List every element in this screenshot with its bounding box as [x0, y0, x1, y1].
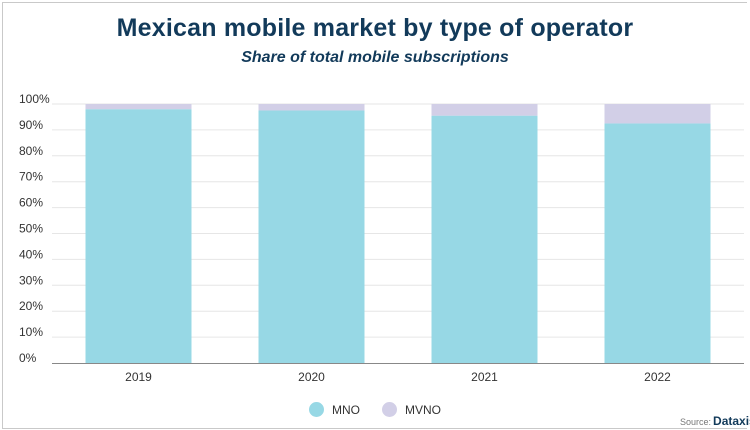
x-tick-label: 2022 — [644, 370, 671, 384]
chart-title: Mexican mobile market by type of operato… — [116, 14, 634, 42]
bar-mno-2019 — [85, 109, 192, 364]
y-tick-label: 80% — [19, 144, 43, 158]
y-tick-label: 70% — [19, 170, 43, 184]
y-tick-label: 90% — [19, 118, 43, 132]
bar-mvno-2022 — [604, 104, 711, 124]
legend-label-mvno: MVNO — [405, 402, 441, 417]
source-brand: Dataxis — [713, 414, 750, 428]
chart-subtitle: Share of total mobile subscriptions — [241, 49, 509, 66]
y-tick-label: 0% — [19, 351, 37, 365]
x-tick-label: 2019 — [125, 370, 152, 384]
bar-chart: 0% 10% 20% 30% 40% 50% 60% 70% 80% 90% 100% 2019 202… — [19, 92, 744, 384]
bar-mvno-2019 — [85, 104, 192, 110]
y-tick-label: 60% — [19, 196, 43, 210]
bar-mvno-2020 — [258, 104, 365, 111]
y-tick-label: 100% — [19, 92, 50, 106]
chart-legend: MNO MVNO — [0, 402, 750, 417]
legend-swatch-mno — [309, 402, 324, 417]
y-tick-label: 10% — [19, 325, 43, 339]
legend-item-mno[interactable]: MNO — [309, 402, 360, 417]
legend-item-mvno[interactable]: MVNO — [382, 402, 441, 417]
y-tick-label: 50% — [19, 222, 43, 236]
source-label: Source: — [680, 417, 712, 427]
legend-swatch-mvno — [382, 402, 397, 417]
legend-label-mno: MNO — [332, 402, 360, 417]
bar-mvno-2021 — [431, 104, 538, 116]
bar-mno-2022 — [604, 123, 711, 363]
x-tick-label: 2021 — [471, 370, 498, 384]
y-tick-label: 20% — [19, 299, 43, 313]
bar-mno-2021 — [431, 115, 538, 363]
y-tick-label: 30% — [19, 273, 43, 287]
source-credit: Source:Dataxis — [680, 414, 750, 428]
x-tick-label: 2020 — [298, 370, 325, 384]
bar-mno-2020 — [258, 110, 365, 363]
y-tick-label: 40% — [19, 247, 43, 261]
